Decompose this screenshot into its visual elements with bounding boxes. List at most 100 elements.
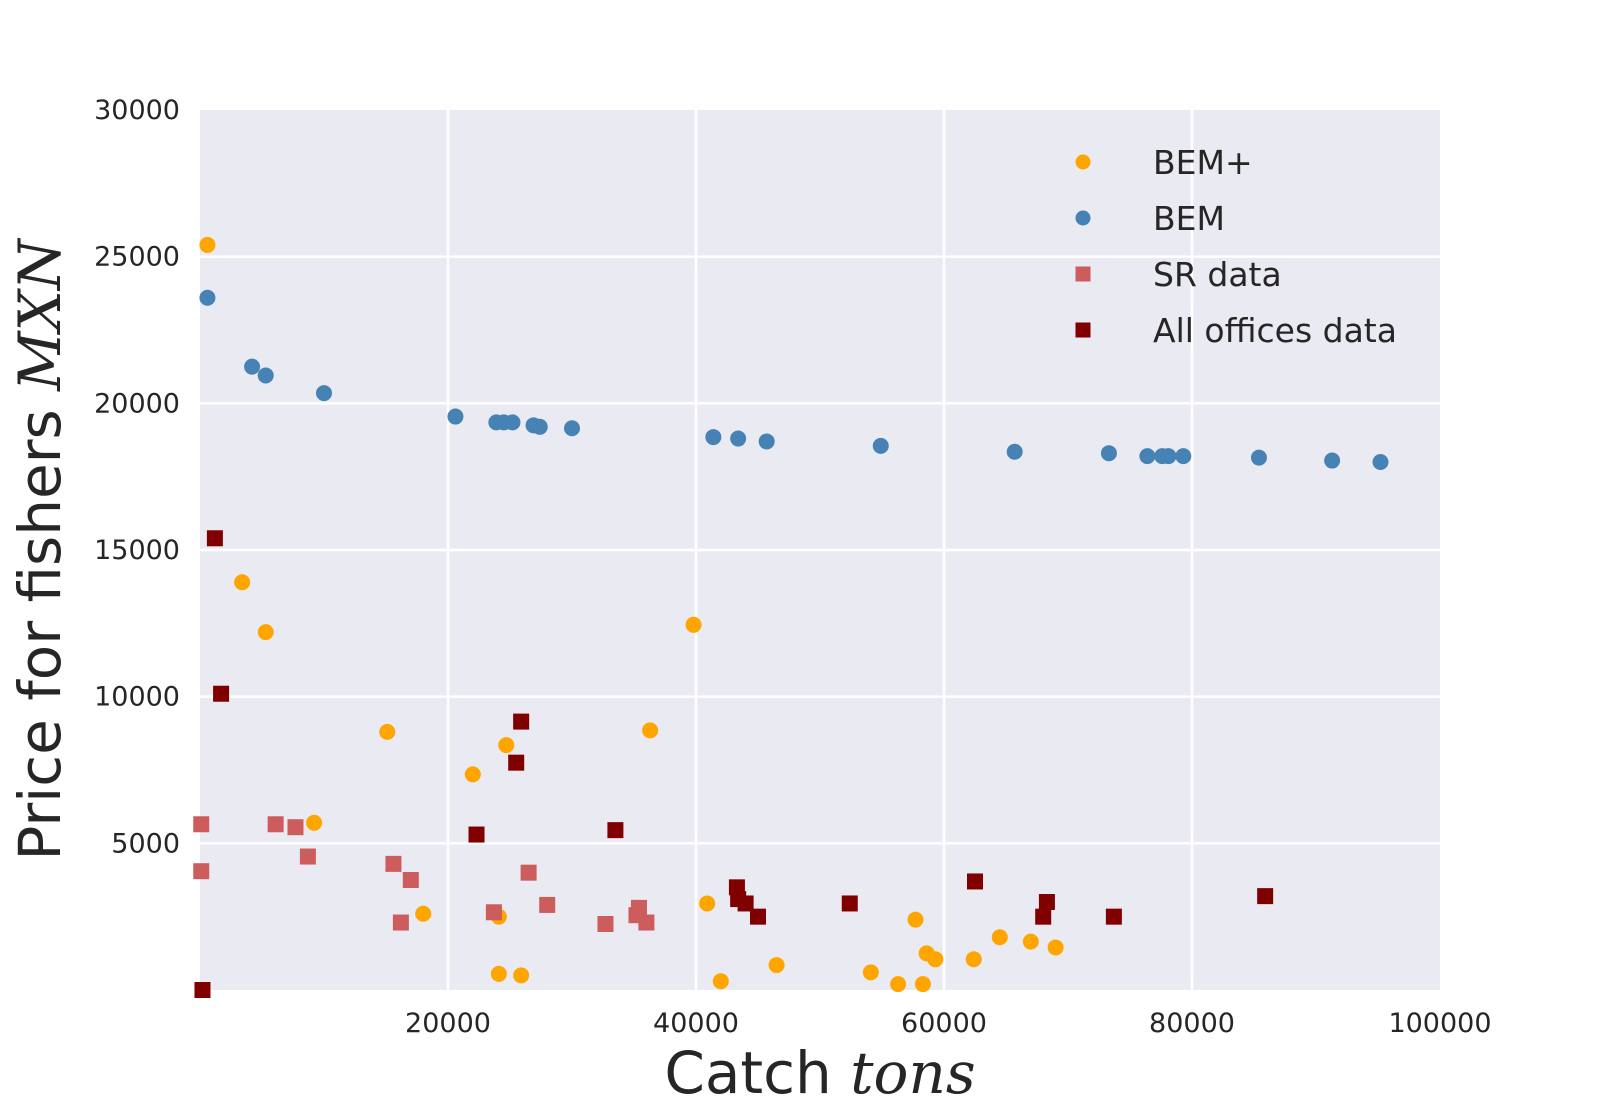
data-point (267, 816, 284, 833)
data-point (737, 895, 754, 912)
series-all-offices-data (194, 530, 1274, 998)
data-point (257, 624, 274, 641)
legend-label: BEM (1153, 199, 1225, 238)
data-point (287, 819, 304, 836)
data-point (539, 896, 556, 913)
legend-marker (1075, 266, 1091, 282)
data-point (234, 574, 251, 591)
data-point (464, 766, 481, 783)
data-point (306, 814, 323, 831)
data-point (967, 873, 983, 890)
data-point (531, 418, 548, 435)
data-point (244, 358, 261, 375)
data-point (199, 289, 216, 306)
x-tick-label: 20000 (405, 1008, 491, 1039)
data-point (607, 822, 624, 839)
data-point (1006, 443, 1023, 460)
data-point (468, 826, 485, 843)
data-point (630, 899, 647, 916)
x-axis-title: Catch tons (664, 1039, 975, 1100)
x-axis-label: Catch (664, 1039, 831, 1100)
data-point (415, 905, 432, 922)
y-tick-label: 5000 (111, 828, 180, 859)
data-point (513, 713, 530, 730)
data-point (705, 429, 722, 446)
data-point (750, 908, 766, 925)
legend: BEM+ BEM SR data All offices data (1075, 143, 1397, 350)
data-point (758, 433, 775, 450)
data-point (213, 685, 230, 702)
data-point (520, 864, 537, 881)
data-point (385, 855, 402, 872)
x-tick-label: 60000 (901, 1008, 987, 1039)
x-tick-label: 40000 (653, 1008, 739, 1039)
data-point (872, 437, 889, 454)
data-point (699, 895, 716, 912)
data-point (316, 385, 332, 402)
series-bem- (199, 236, 1064, 993)
data-point (685, 616, 702, 633)
legend-marker (1075, 154, 1091, 170)
data-point (890, 976, 907, 993)
y-tick-labels: 5000 10000 15000 20000 25000 30000 (94, 95, 180, 859)
data-point (862, 964, 879, 981)
legend-marker (1075, 322, 1091, 338)
data-point (1105, 908, 1122, 925)
data-point (841, 895, 858, 912)
data-point (642, 722, 659, 739)
data-point (907, 911, 924, 928)
data-point (597, 916, 614, 932)
data-point (730, 430, 747, 447)
data-point (1250, 449, 1267, 466)
legend-label: SR data (1153, 255, 1282, 294)
y-tick-label: 20000 (94, 388, 180, 419)
data-point (193, 863, 210, 880)
x-axis-unit: tons (850, 1039, 975, 1100)
legend-label: BEM+ (1153, 143, 1253, 182)
y-axis-unit: MXN (6, 237, 74, 392)
y-axis-title: Price for fishers MXN (6, 237, 74, 860)
data-points (193, 236, 1389, 998)
data-point (564, 420, 580, 437)
data-point (206, 530, 223, 547)
data-point (712, 973, 729, 990)
data-point (1100, 445, 1117, 462)
data-point (1257, 888, 1274, 905)
data-point (991, 929, 1008, 946)
data-point (1038, 894, 1055, 910)
y-tick-label: 25000 (94, 242, 180, 273)
data-point (927, 951, 944, 968)
series-sr-data (193, 816, 655, 932)
data-point (965, 951, 982, 968)
data-point (1175, 448, 1192, 465)
x-tick-label: 80000 (1149, 1008, 1235, 1039)
y-tick-label: 10000 (94, 682, 180, 713)
x-tick-labels: 20000 40000 60000 80000 100000 (405, 1008, 1491, 1039)
data-point (1047, 939, 1064, 956)
data-point (504, 414, 521, 431)
data-point (1022, 933, 1039, 950)
data-point (1035, 908, 1052, 925)
data-point (1139, 448, 1156, 465)
data-point (498, 737, 515, 754)
data-point (402, 872, 419, 888)
data-point (193, 816, 210, 833)
data-point (490, 965, 507, 982)
data-point (257, 367, 274, 384)
x-tick-label: 100000 (1388, 1008, 1491, 1039)
data-point (392, 914, 409, 931)
data-point (379, 723, 396, 740)
y-axis-label: Price for fishers (6, 409, 74, 860)
data-point (199, 236, 216, 253)
data-point (508, 754, 525, 771)
data-point (194, 982, 211, 998)
data-point (638, 914, 655, 931)
legend-marker (1075, 210, 1091, 226)
data-point (1160, 448, 1177, 465)
gridlines (200, 110, 1440, 990)
data-point (1324, 452, 1341, 469)
data-point (914, 976, 931, 993)
data-point (768, 957, 785, 974)
legend-label: All offices data (1153, 311, 1397, 350)
